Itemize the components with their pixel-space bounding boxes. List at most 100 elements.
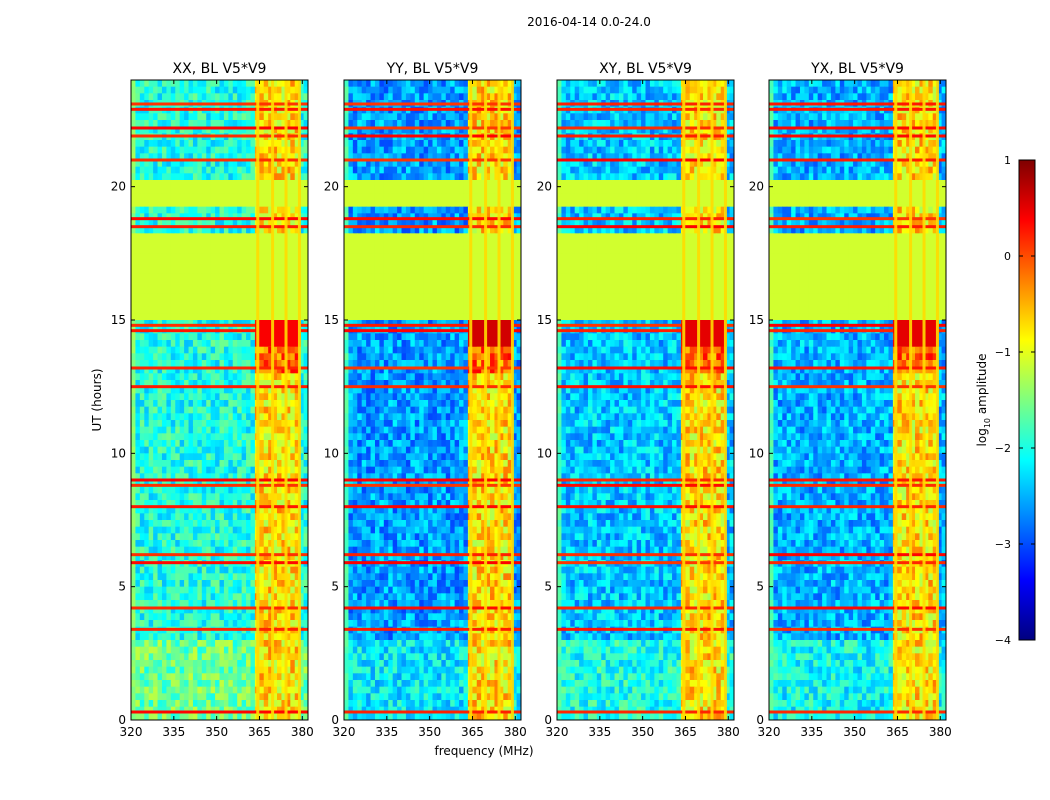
x-tick-label: 380 bbox=[504, 725, 527, 739]
rfi-line bbox=[769, 385, 946, 389]
rfi-line bbox=[344, 505, 521, 509]
colorbar-label-rest: amplitude bbox=[975, 354, 989, 418]
y-tick-label: 10 bbox=[111, 446, 126, 460]
x-tick-label: 335 bbox=[800, 725, 823, 739]
rfi-channel bbox=[497, 80, 501, 720]
x-tick-label: 335 bbox=[162, 725, 185, 739]
rfi-line bbox=[131, 217, 308, 221]
spectrogram-image bbox=[131, 80, 308, 720]
colorbar-tick-label: −4 bbox=[995, 634, 1011, 647]
panel-frame bbox=[343, 79, 522, 721]
panel: XX, BL V5*V9 320 335 350 365 380 0 5 10 15 20 bbox=[111, 61, 314, 739]
rfi-line bbox=[344, 366, 521, 370]
figure-suptitle: 2016-04-14 0.0-24.0 bbox=[527, 15, 651, 29]
rfi-line bbox=[131, 225, 308, 229]
rfi-line bbox=[557, 158, 734, 162]
rfi-line bbox=[344, 483, 521, 487]
colorbar-label-base: log bbox=[975, 428, 989, 446]
x-tick-label: 335 bbox=[588, 725, 611, 739]
x-tick-label: 320 bbox=[120, 725, 143, 739]
y-tick-label: 0 bbox=[118, 713, 126, 727]
x-tick-label: 320 bbox=[333, 725, 356, 739]
y-tick-label: 20 bbox=[324, 180, 339, 194]
rfi-line bbox=[769, 478, 946, 482]
rfi-line bbox=[769, 553, 946, 557]
rfi-line bbox=[557, 561, 734, 565]
rfi-line bbox=[344, 126, 521, 130]
rfi-line bbox=[769, 158, 946, 162]
rfi-line bbox=[557, 126, 734, 130]
colorbar-tick-label: 0 bbox=[1004, 250, 1011, 263]
panel: YX, BL V5*V9 320 335 350 365 380 0 5 10 15 20 bbox=[749, 61, 952, 739]
rfi-line bbox=[131, 158, 308, 162]
y-tick-label: 10 bbox=[749, 446, 764, 460]
y-tick-label: 15 bbox=[324, 313, 339, 327]
y-tick-label: 10 bbox=[537, 446, 552, 460]
rfi-line bbox=[344, 107, 521, 111]
rfi-line bbox=[769, 561, 946, 565]
rfi-line bbox=[344, 134, 521, 138]
rfi-line bbox=[769, 366, 946, 370]
rfi-line bbox=[557, 217, 734, 221]
y-axis-label: UT (hours) bbox=[90, 368, 104, 431]
x-tick-label: 350 bbox=[843, 725, 866, 739]
x-tick-label: 380 bbox=[291, 725, 314, 739]
y-tick-label: 5 bbox=[544, 580, 552, 594]
rfi-line bbox=[344, 561, 521, 565]
y-tick-label: 20 bbox=[749, 180, 764, 194]
rfi-line bbox=[131, 627, 308, 631]
rfi-line bbox=[131, 366, 308, 370]
x-axis-label: frequency (MHz) bbox=[434, 744, 533, 758]
rfi-line bbox=[131, 102, 308, 106]
burst-block bbox=[893, 320, 939, 347]
x-tick-label: 320 bbox=[546, 725, 569, 739]
rfi-line bbox=[557, 134, 734, 138]
rfi-line bbox=[557, 505, 734, 509]
colorbar-label-sub: 10 bbox=[983, 418, 992, 428]
colorbar-tick-label: −2 bbox=[995, 442, 1011, 455]
rfi-line bbox=[769, 126, 946, 130]
spectrogram-image bbox=[344, 80, 521, 720]
rfi-channel bbox=[469, 80, 473, 720]
y-tick-label: 15 bbox=[111, 313, 126, 327]
rfi-line bbox=[557, 627, 734, 631]
rfi-line bbox=[557, 329, 734, 333]
rfi-line bbox=[557, 102, 734, 106]
rfi-line bbox=[769, 134, 946, 138]
burst-block bbox=[255, 320, 301, 347]
rfi-line bbox=[769, 710, 946, 714]
y-tick-label: 0 bbox=[331, 713, 339, 727]
x-tick-label: 350 bbox=[631, 725, 654, 739]
rfi-line bbox=[557, 483, 734, 487]
rfi-line bbox=[131, 134, 308, 138]
rfi-line bbox=[769, 606, 946, 610]
rfi-line bbox=[344, 323, 521, 327]
rfi-line bbox=[769, 102, 946, 106]
rfi-line bbox=[344, 329, 521, 333]
panel-title: YX, BL V5*V9 bbox=[810, 61, 904, 77]
rfi-line bbox=[344, 478, 521, 482]
rfi-channel bbox=[256, 80, 260, 720]
rfi-line bbox=[769, 217, 946, 221]
rfi-line bbox=[131, 606, 308, 610]
rfi-line bbox=[344, 606, 521, 610]
rfi-line bbox=[344, 627, 521, 631]
panel: XY, BL V5*V9 320 335 350 365 380 0 5 10 15 20 bbox=[537, 61, 740, 739]
panel-title: XY, BL V5*V9 bbox=[599, 61, 692, 77]
burst-block bbox=[681, 320, 727, 347]
colorbar-tick-label: 1 bbox=[1004, 154, 1011, 167]
x-tick-label: 335 bbox=[375, 725, 398, 739]
rfi-line bbox=[557, 385, 734, 389]
rfi-channel bbox=[935, 80, 939, 720]
rfi-line bbox=[131, 126, 308, 130]
panel-frame bbox=[768, 79, 947, 721]
spectrogram-image bbox=[769, 80, 946, 720]
x-tick-label: 320 bbox=[758, 725, 781, 739]
burst-block bbox=[468, 320, 514, 347]
panel-title: YY, BL V5*V9 bbox=[386, 61, 479, 77]
rfi-line bbox=[557, 553, 734, 557]
rfi-line bbox=[557, 606, 734, 610]
y-tick-label: 15 bbox=[749, 313, 764, 327]
